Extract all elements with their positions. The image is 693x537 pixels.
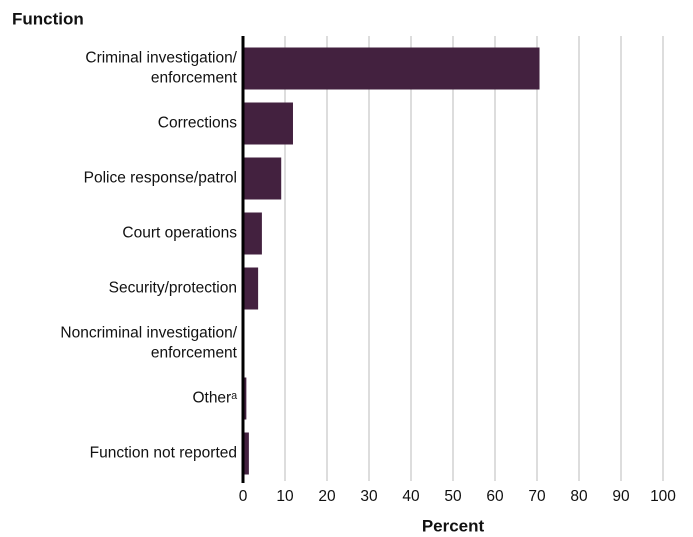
y-tick-label: Noncriminal investigation/enforcement bbox=[60, 325, 237, 362]
x-tick-label: 50 bbox=[444, 488, 462, 505]
bar bbox=[243, 102, 293, 145]
bar bbox=[243, 157, 282, 200]
y-tick-label: Criminal investigation/enforcement bbox=[85, 50, 237, 87]
y-tick-label: Security/protection bbox=[109, 280, 237, 297]
label-line: Criminal investigation/ bbox=[85, 50, 237, 67]
x-tick-label: 40 bbox=[402, 488, 420, 505]
bar bbox=[243, 377, 247, 420]
x-tick-label: 10 bbox=[276, 488, 294, 505]
bar bbox=[243, 432, 249, 475]
y-tick-label: Otherᵃ bbox=[192, 390, 237, 407]
bar bbox=[243, 267, 259, 310]
bar bbox=[243, 47, 540, 90]
chart-title: Function bbox=[12, 9, 84, 28]
label-line: Security/protection bbox=[109, 280, 237, 297]
x-tick-label: 70 bbox=[528, 488, 546, 505]
label-line: enforcement bbox=[151, 70, 238, 87]
x-tick-label: 60 bbox=[486, 488, 504, 505]
y-tick-label: Police response/patrol bbox=[84, 170, 237, 187]
label-line: Police response/patrol bbox=[84, 170, 237, 187]
y-tick-label: Corrections bbox=[158, 115, 237, 132]
bar bbox=[243, 212, 262, 255]
x-tick-label: 0 bbox=[239, 488, 248, 505]
label-line: Court operations bbox=[122, 225, 237, 242]
label-line: Corrections bbox=[158, 115, 237, 132]
x-tick-label: 90 bbox=[612, 488, 630, 505]
x-tick-label: 30 bbox=[360, 488, 378, 505]
x-tick-label: 100 bbox=[650, 488, 676, 505]
y-tick-label: Function not reported bbox=[90, 445, 237, 462]
label-line: Otherᵃ bbox=[192, 390, 237, 407]
x-tick-label: 80 bbox=[570, 488, 588, 505]
x-axis-label: Percent bbox=[422, 516, 485, 535]
x-tick-label: 20 bbox=[318, 488, 336, 505]
y-tick-label: Court operations bbox=[122, 225, 237, 242]
label-line: enforcement bbox=[151, 345, 238, 362]
label-line: Function not reported bbox=[90, 445, 237, 462]
label-line: Noncriminal investigation/ bbox=[60, 325, 237, 342]
